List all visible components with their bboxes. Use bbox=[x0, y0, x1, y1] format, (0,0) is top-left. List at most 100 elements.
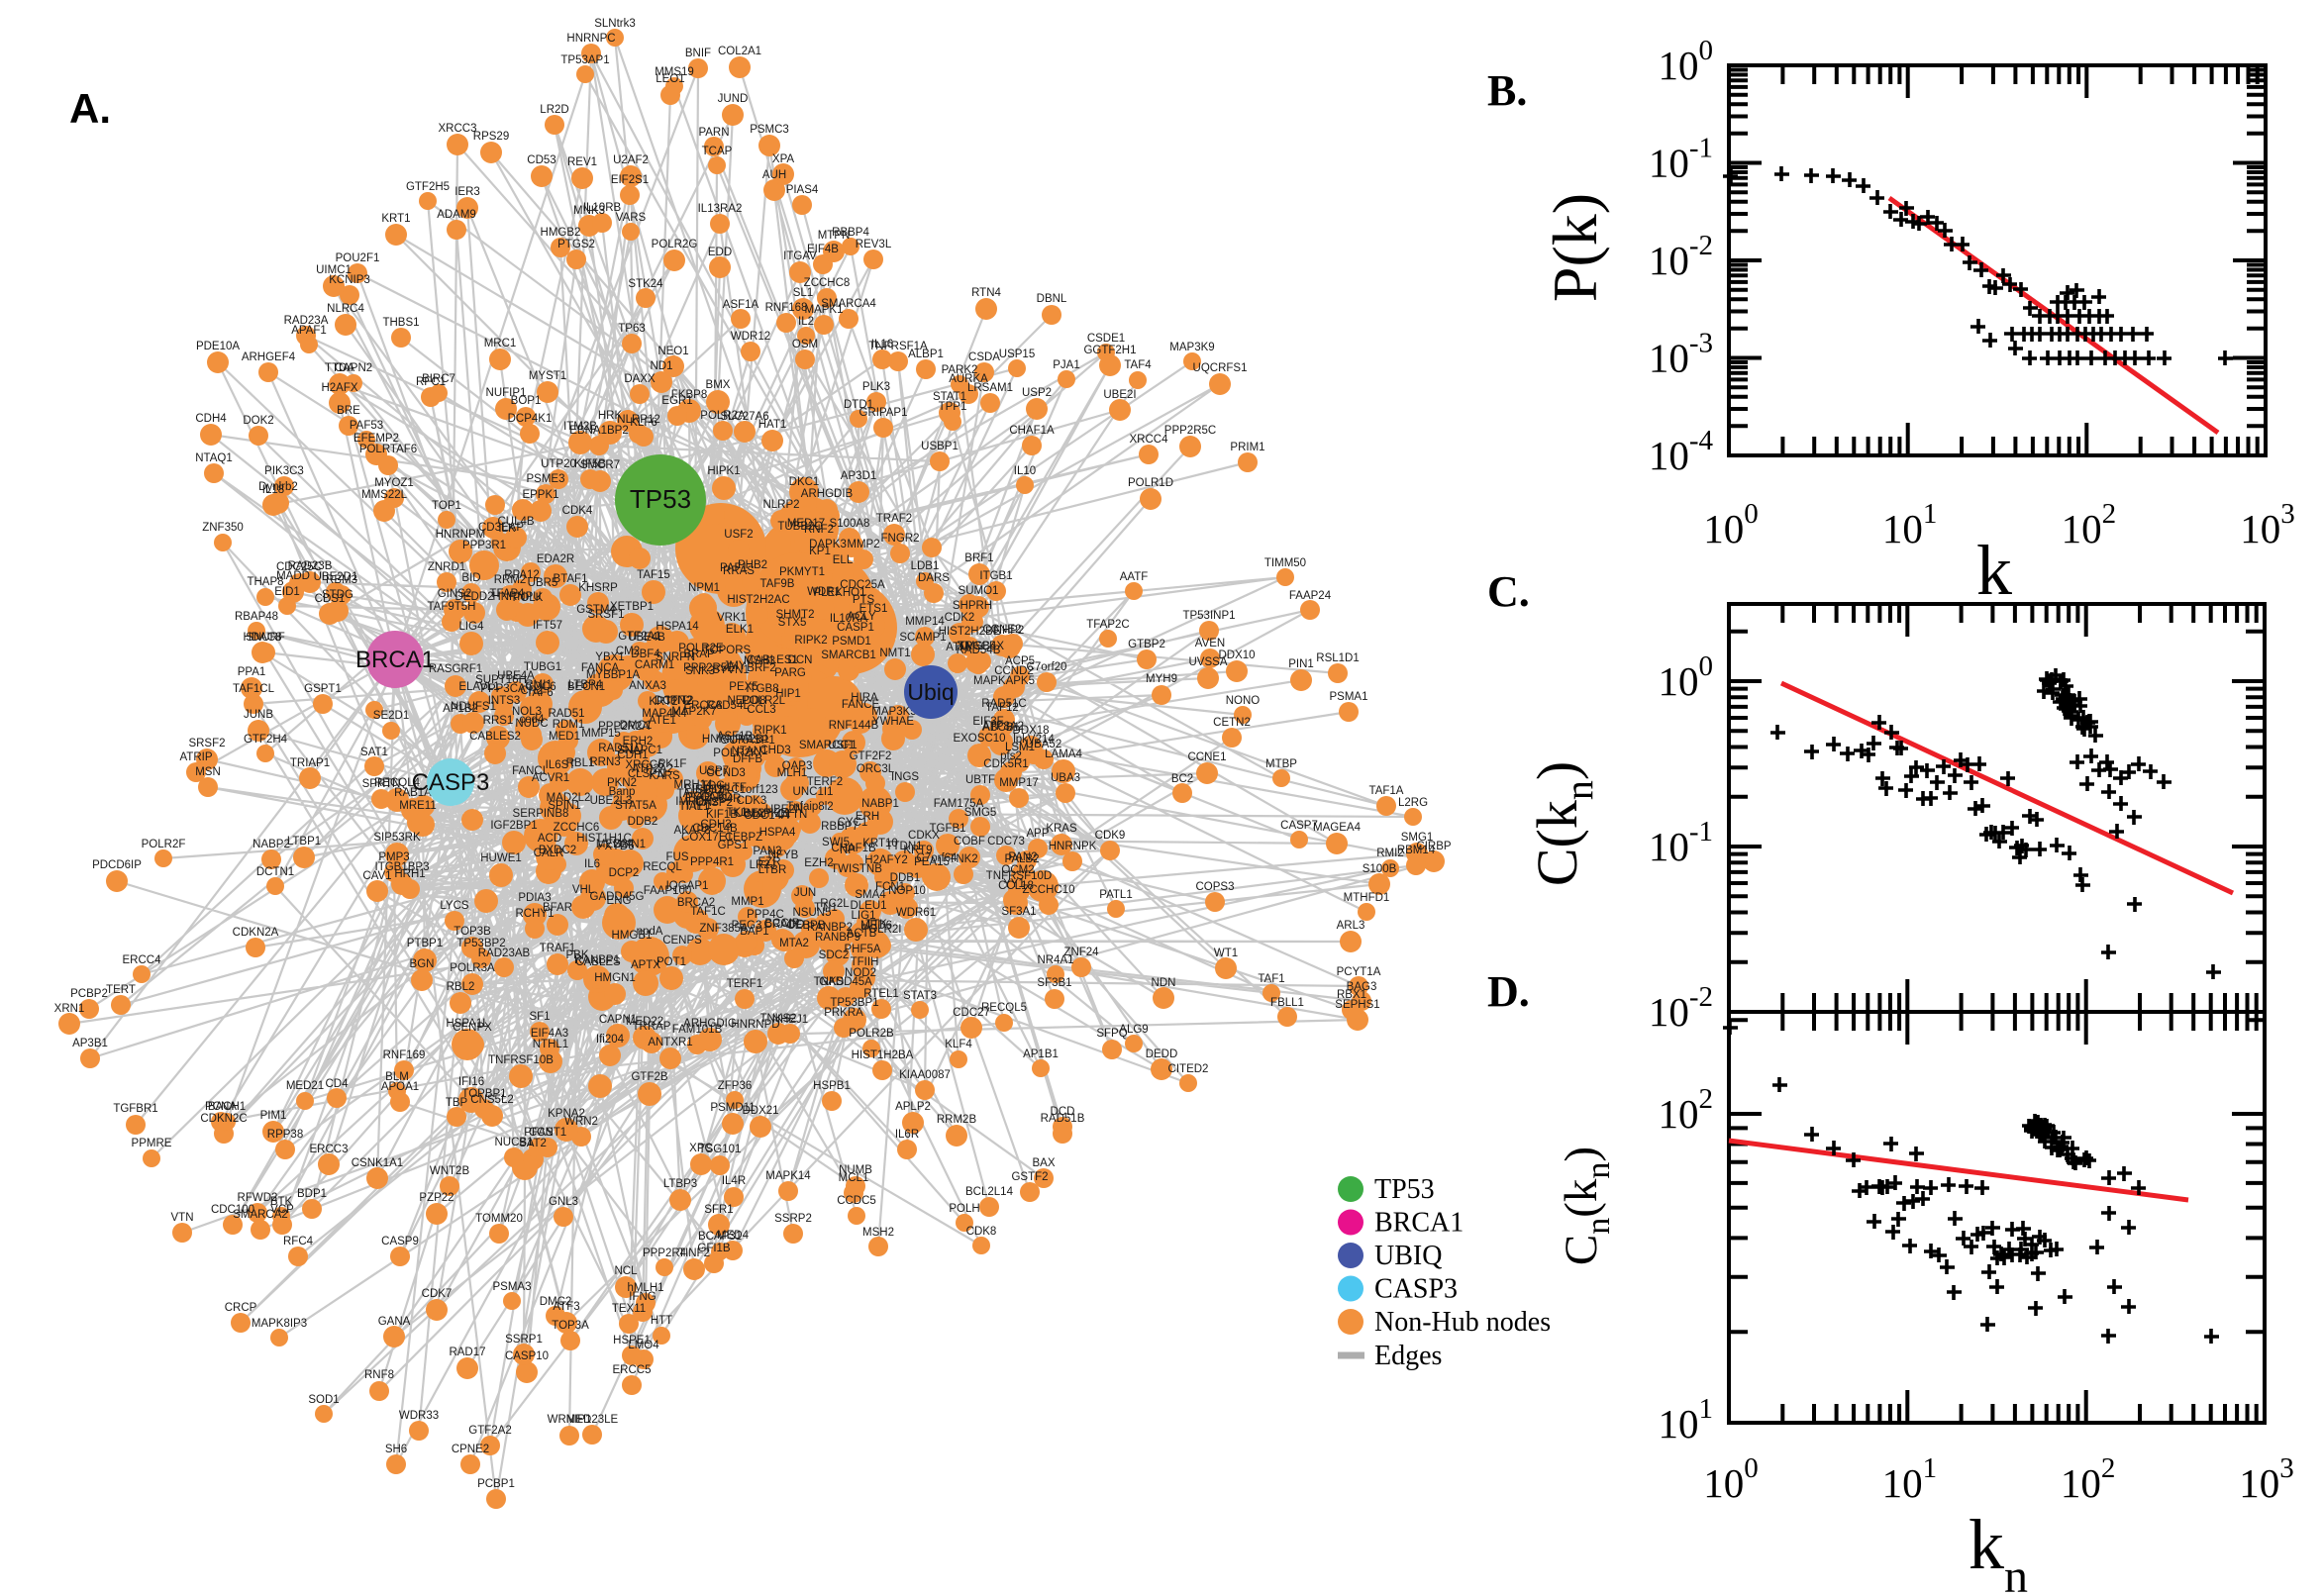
svg-text:NP: NP bbox=[840, 845, 856, 856]
svg-text:POLH: POLH bbox=[949, 1203, 979, 1215]
svg-text:GADD45A: GADD45A bbox=[819, 976, 872, 988]
svg-text:LEO1: LEO1 bbox=[656, 73, 684, 85]
svg-text:HIST1H1C: HIST1H1C bbox=[576, 833, 632, 845]
svg-text:Banp: Banp bbox=[609, 786, 636, 798]
svg-text:SNAPC1: SNAPC1 bbox=[617, 745, 662, 756]
svg-text:IL4R: IL4R bbox=[722, 1175, 746, 1187]
svg-text:PSMC3: PSMC3 bbox=[750, 124, 789, 136]
svg-text:OSM: OSM bbox=[792, 339, 818, 350]
svg-text:FAM175A: FAM175A bbox=[934, 798, 984, 810]
svg-text:PPA1: PPA1 bbox=[238, 666, 266, 678]
svg-text:TAF1A: TAF1A bbox=[1369, 785, 1404, 797]
svg-text:GTF2F2: GTF2F2 bbox=[850, 750, 892, 762]
svg-text:WDR33: WDR33 bbox=[399, 1410, 439, 1422]
svg-text:MRH14: MRH14 bbox=[674, 779, 714, 791]
svg-text:PCYT1A: PCYT1A bbox=[1337, 966, 1381, 978]
svg-text:POLR2F: POLR2F bbox=[142, 839, 186, 850]
svg-text:KIF5B: KIF5B bbox=[574, 458, 606, 470]
svg-text:NLRP2: NLRP2 bbox=[762, 499, 799, 511]
svg-text:JUNB: JUNB bbox=[244, 709, 273, 721]
svg-text:KLF4: KLF4 bbox=[945, 1039, 972, 1050]
svg-text:RBL2: RBL2 bbox=[447, 981, 475, 993]
svg-text:TIMM50: TIMM50 bbox=[1264, 557, 1306, 569]
svg-text:TEX11: TEX11 bbox=[612, 1303, 646, 1315]
svg-text:EFEMP2: EFEMP2 bbox=[354, 433, 399, 445]
svg-text:FXYD6: FXYD6 bbox=[597, 841, 634, 852]
svg-text:CCNE2: CCNE2 bbox=[983, 624, 1022, 636]
svg-text:TOP1: TOP1 bbox=[432, 500, 461, 512]
svg-text:NFYB: NFYB bbox=[768, 849, 799, 861]
svg-text:GTF2B: GTF2B bbox=[631, 1071, 667, 1083]
svg-text:MAPK8IP3: MAPK8IP3 bbox=[252, 1318, 307, 1330]
svg-text:TERF2: TERF2 bbox=[807, 776, 843, 788]
svg-text:CDK3: CDK3 bbox=[737, 795, 767, 807]
svg-text:EIF4B: EIF4B bbox=[807, 244, 839, 255]
svg-text:TAF9B: TAF9B bbox=[760, 578, 795, 590]
svg-text:THBS1: THBS1 bbox=[382, 317, 419, 329]
svg-text:UBE4B: UBE4B bbox=[628, 632, 665, 644]
svg-text:YBX1: YBX1 bbox=[595, 651, 624, 663]
svg-text:CDC25A: CDC25A bbox=[840, 579, 885, 591]
svg-text:XETBP1: XETBP1 bbox=[610, 601, 654, 613]
svg-text:HNRNPU: HNRNPU bbox=[492, 591, 541, 603]
svg-text:EGR1: EGR1 bbox=[661, 395, 692, 407]
svg-text:DLEU1: DLEU1 bbox=[850, 900, 886, 912]
svg-text:COL2A1: COL2A1 bbox=[718, 46, 761, 57]
svg-text:H2AFY2: H2AFY2 bbox=[864, 854, 907, 866]
svg-text:KRT9: KRT9 bbox=[903, 845, 932, 856]
svg-text:ced4: ced4 bbox=[520, 714, 546, 726]
svg-text:ERCC5: ERCC5 bbox=[613, 1364, 652, 1376]
svg-text:PYCARD: PYCARD bbox=[685, 792, 733, 804]
svg-text:ITGAV: ITGAV bbox=[783, 250, 817, 262]
svg-text:TERF1: TERF1 bbox=[727, 978, 762, 990]
svg-text:PCBP2: PCBP2 bbox=[70, 988, 108, 1000]
svg-text:CCNT1: CCNT1 bbox=[529, 1127, 566, 1139]
svg-text:PSMD11: PSMD11 bbox=[710, 1102, 755, 1114]
svg-text:KRAS: KRAS bbox=[1046, 823, 1077, 835]
svg-text:POLK: POLK bbox=[513, 592, 544, 604]
svg-text:PLEKHO1: PLEKHO1 bbox=[813, 587, 865, 599]
svg-text:BLM: BLM bbox=[385, 1071, 409, 1083]
svg-text:TGFB1: TGFB1 bbox=[929, 823, 965, 835]
svg-text:PPP3CA: PPP3CA bbox=[480, 683, 526, 695]
svg-text:RAD54B: RAD54B bbox=[957, 645, 1001, 656]
svg-text:IL18: IL18 bbox=[262, 484, 284, 496]
svg-text:CRCP: CRCP bbox=[225, 1302, 257, 1314]
svg-text:HNRNPM: HNRNPM bbox=[436, 529, 485, 541]
svg-text:SF3B1: SF3B1 bbox=[1037, 977, 1071, 989]
svg-text:PARG: PARG bbox=[774, 667, 806, 679]
svg-text:PPP2R5E: PPP2R5E bbox=[683, 662, 735, 674]
svg-text:ACLY: ACLY bbox=[847, 611, 876, 623]
svg-text:MRC1: MRC1 bbox=[484, 338, 517, 349]
svg-text:KP1: KP1 bbox=[809, 546, 831, 557]
svg-text:STX5: STX5 bbox=[778, 617, 807, 629]
svg-text:XRN1: XRN1 bbox=[54, 1003, 85, 1015]
svg-text:PLK3: PLK3 bbox=[862, 381, 890, 393]
svg-text:MCL1: MCL1 bbox=[839, 1172, 869, 1184]
svg-text:TOP3B: TOP3B bbox=[454, 926, 491, 938]
svg-text:TDG: TDG bbox=[701, 780, 725, 792]
svg-text:CDK7: CDK7 bbox=[422, 1288, 453, 1300]
svg-text:SCAMP1: SCAMP1 bbox=[899, 632, 946, 644]
svg-text:FAAP24: FAAP24 bbox=[1289, 590, 1332, 602]
svg-text:ERCC3: ERCC3 bbox=[310, 1144, 349, 1155]
svg-text:NABP1: NABP1 bbox=[861, 798, 899, 810]
svg-text:BRE: BRE bbox=[337, 405, 360, 417]
svg-text:CDH3: CDH3 bbox=[700, 819, 731, 831]
svg-text:DDX18: DDX18 bbox=[1012, 725, 1049, 737]
svg-text:Ubiq: Ubiq bbox=[907, 679, 954, 705]
svg-text:JMY: JMY bbox=[724, 660, 747, 672]
svg-text:TP53AP1: TP53AP1 bbox=[560, 54, 609, 66]
svg-text:DDX10: DDX10 bbox=[1218, 649, 1255, 661]
svg-text:VTN: VTN bbox=[171, 1212, 194, 1224]
svg-text:HLTF: HLTF bbox=[719, 782, 747, 794]
svg-text:MED21: MED21 bbox=[286, 1080, 324, 1092]
svg-text:SERPINB8: SERPINB8 bbox=[513, 808, 569, 820]
svg-text:COBF: COBF bbox=[954, 836, 985, 848]
svg-text:SF1: SF1 bbox=[529, 1011, 550, 1023]
svg-text:PPP4R1: PPP4R1 bbox=[690, 856, 734, 868]
svg-text:NMT1: NMT1 bbox=[879, 648, 910, 659]
svg-text:SUPT16H: SUPT16H bbox=[475, 674, 527, 686]
svg-text:INTS3: INTS3 bbox=[488, 695, 521, 707]
svg-text:ATP2A2: ATP2A2 bbox=[632, 763, 673, 775]
